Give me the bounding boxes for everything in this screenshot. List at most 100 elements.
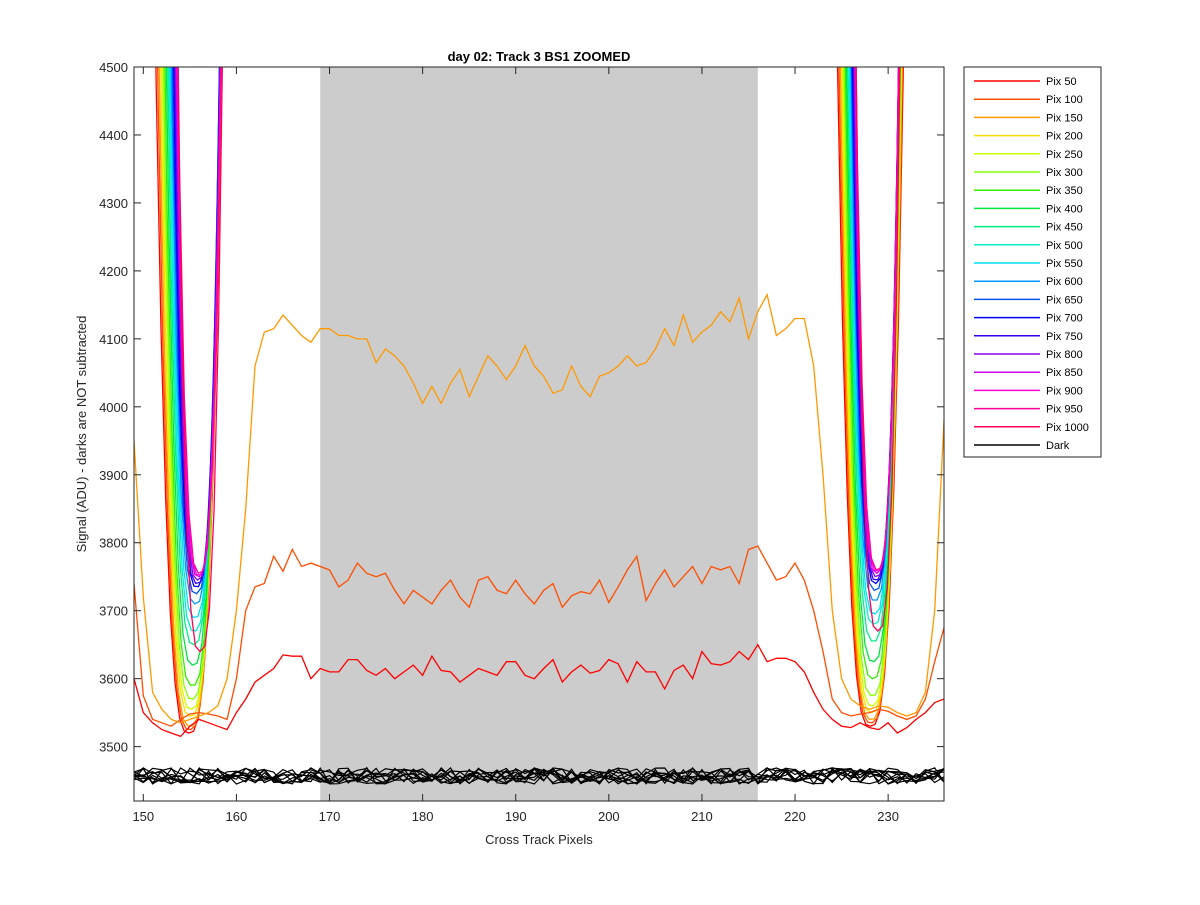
x-tick-label: 170 bbox=[319, 809, 341, 824]
legend-label: Pix 350 bbox=[1046, 185, 1083, 197]
x-axis-label: Cross Track Pixels bbox=[485, 832, 593, 847]
legend-label: Pix 650 bbox=[1046, 294, 1083, 306]
series-pix-400-right-notch bbox=[845, 67, 901, 663]
series-pix-150-left-notch bbox=[158, 67, 222, 727]
legend-entry-pix-300: Pix 300 bbox=[974, 167, 1083, 179]
legend-label: Pix 600 bbox=[1046, 276, 1083, 288]
legend-label: Pix 550 bbox=[1046, 258, 1083, 270]
x-tick-label: 200 bbox=[598, 809, 620, 824]
legend-entry-pix-500: Pix 500 bbox=[974, 240, 1083, 252]
y-tick-label: 4500 bbox=[99, 60, 128, 75]
legend-label: Pix 450 bbox=[1046, 222, 1083, 234]
series-pix-450-right-notch bbox=[846, 67, 901, 642]
legend-entry-pix-700: Pix 700 bbox=[974, 313, 1083, 325]
legend-label: Pix 300 bbox=[1046, 167, 1083, 179]
series-pix-1000-left-notch bbox=[177, 67, 223, 653]
series-pix-450-left-notch bbox=[167, 67, 221, 646]
shaded-region-layer bbox=[320, 67, 758, 801]
legend: Pix 50 Pix 100 Pix 150 Pix 200 Pix 250 Pix 30… bbox=[963, 66, 1102, 458]
series-pix-100-left-notch bbox=[156, 67, 222, 731]
series-dark-9 bbox=[134, 767, 944, 785]
series-pix-800-right-notch bbox=[853, 67, 900, 578]
legend-entry-dark: Dark bbox=[974, 440, 1070, 452]
legend-label: Pix 800 bbox=[1046, 349, 1083, 361]
legend-entry-pix-400: Pix 400 bbox=[974, 203, 1083, 215]
legend-label: Pix 1000 bbox=[1046, 422, 1089, 434]
y-tick-label: 3700 bbox=[99, 604, 128, 619]
legend-entry-pix-850: Pix 850 bbox=[974, 367, 1083, 379]
legend-label: Pix 700 bbox=[1046, 313, 1083, 325]
x-tick-label: 160 bbox=[226, 809, 248, 824]
legend-box bbox=[963, 66, 1102, 458]
series-dark-8 bbox=[134, 767, 944, 785]
series-pix-350-left-notch bbox=[164, 67, 221, 686]
series-pix-300-left-notch bbox=[162, 67, 221, 700]
chart-title: day 02: Track 3 BS1 ZOOMED bbox=[448, 49, 631, 64]
series-pix-800-left-notch bbox=[174, 67, 221, 582]
legend-label: Pix 400 bbox=[1046, 203, 1083, 215]
legend-entry-pix-450: Pix 450 bbox=[974, 222, 1083, 234]
legend-entry-pix-800: Pix 800 bbox=[974, 349, 1083, 361]
legend-label: Pix 900 bbox=[1046, 385, 1083, 397]
series-pix-1000-right-notch bbox=[855, 67, 901, 633]
legend-entry-pix-950: Pix 950 bbox=[974, 404, 1083, 416]
series-pix-100-right-notch bbox=[838, 67, 904, 724]
legend-label: Pix 50 bbox=[1046, 76, 1077, 88]
x-tick-label: 230 bbox=[877, 809, 899, 824]
series-pix-700-left-notch bbox=[172, 67, 221, 588]
series-pix-150-right-notch bbox=[839, 67, 903, 720]
y-tick-label: 3600 bbox=[99, 672, 128, 687]
series-pix-750-left-notch bbox=[173, 67, 221, 585]
series-pix-250-right-notch bbox=[842, 67, 902, 707]
series-pix-50-flat bbox=[134, 643, 944, 738]
legend-label: Pix 750 bbox=[1046, 331, 1083, 343]
series-pix-100-flat bbox=[134, 545, 944, 727]
series-pix-550-left-notch bbox=[169, 67, 221, 619]
y-tick-label: 4400 bbox=[99, 128, 128, 143]
series-dark-10 bbox=[134, 766, 944, 785]
x-tick-label: 220 bbox=[784, 809, 806, 824]
legend-entry-pix-100: Pix 100 bbox=[974, 94, 1083, 106]
series-layer bbox=[134, 67, 944, 785]
series-pix-650-right-notch bbox=[851, 67, 900, 592]
y-tick-label: 4000 bbox=[99, 400, 128, 415]
series-pix-950-right-notch bbox=[855, 67, 900, 571]
legend-label: Pix 250 bbox=[1046, 149, 1083, 161]
series-pix-600-left-notch bbox=[170, 67, 221, 605]
series-pix-750-right-notch bbox=[852, 67, 900, 581]
series-pix-300-right-notch bbox=[843, 67, 902, 697]
shaded-region bbox=[320, 67, 758, 801]
y-tick-label: 3800 bbox=[99, 536, 128, 551]
series-pix-850-left-notch bbox=[175, 67, 221, 578]
series-dark-7 bbox=[134, 767, 944, 785]
series-pix-700-right-notch bbox=[851, 67, 900, 585]
x-tick-label: 190 bbox=[505, 809, 527, 824]
series-pix-650-left-notch bbox=[171, 67, 221, 595]
legend-entry-pix-750: Pix 750 bbox=[974, 331, 1083, 343]
legend-entry-pix-550: Pix 550 bbox=[974, 258, 1083, 270]
y-axis-label: Signal (ADU) - darks are NOT subtracted bbox=[74, 316, 89, 553]
legend-entry-pix-900: Pix 900 bbox=[974, 385, 1083, 397]
legend-entry-pix-650: Pix 650 bbox=[974, 294, 1083, 306]
legend-entry-pix-600: Pix 600 bbox=[974, 276, 1083, 288]
series-pix-850-right-notch bbox=[854, 67, 900, 575]
series-pix-350-right-notch bbox=[844, 67, 902, 680]
series-pix-200-left-notch bbox=[160, 67, 222, 717]
plot-area-frame bbox=[133, 66, 945, 802]
x-tick-label: 210 bbox=[691, 809, 713, 824]
series-pix-50-right-notch bbox=[836, 67, 904, 727]
series-pix-950-left-notch bbox=[177, 67, 222, 575]
legend-label: Pix 200 bbox=[1046, 131, 1083, 143]
x-tick-label: 150 bbox=[132, 809, 154, 824]
y-tick-label: 4100 bbox=[99, 332, 128, 347]
legend-label: Pix 850 bbox=[1046, 367, 1083, 379]
legend-label: Pix 500 bbox=[1046, 240, 1083, 252]
y-tick-label: 4200 bbox=[99, 264, 128, 279]
series-pix-400-left-notch bbox=[165, 67, 221, 666]
series-pix-250-left-notch bbox=[161, 67, 222, 710]
series-pix-150-flat bbox=[134, 292, 944, 724]
y-tick-label: 3900 bbox=[99, 468, 128, 483]
legend-label: Dark bbox=[1046, 440, 1070, 452]
